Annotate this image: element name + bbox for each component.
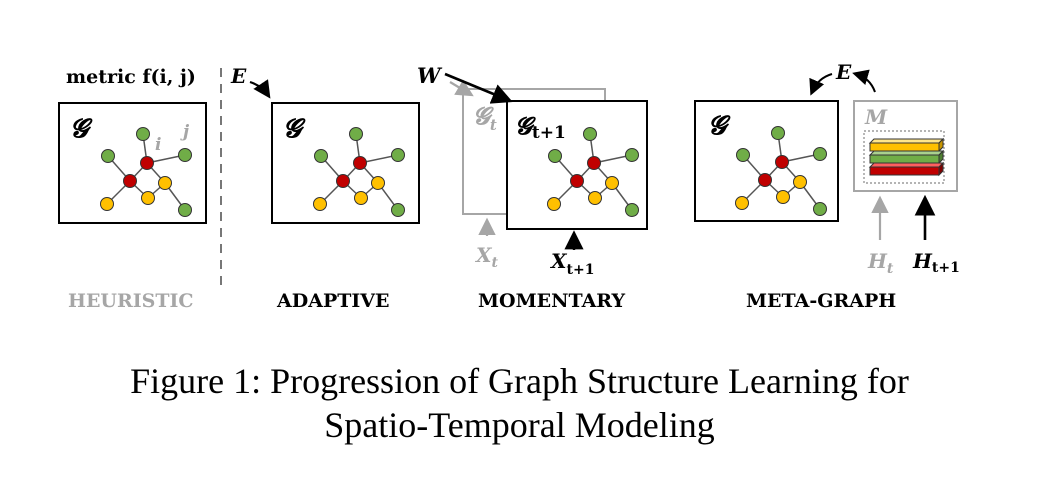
- node: [178, 203, 192, 217]
- input-next-x: X: [549, 249, 568, 273]
- node: [775, 155, 789, 169]
- weight-arrow-gray: [449, 79, 474, 97]
- adaptive-label: ADAPTIVE: [276, 290, 390, 312]
- input-next-sub: t+1: [567, 262, 595, 278]
- node: [736, 148, 750, 162]
- meta-edge-arrow-left: [809, 73, 833, 96]
- adaptive-graph-symbol: 𝓖: [283, 114, 306, 144]
- momentary-prev-graph-g: 𝓖: [473, 101, 494, 130]
- node: [391, 148, 405, 162]
- hidden-prev-h: H: [867, 249, 888, 273]
- caption-line-2: Spatio-Temporal Modeling: [324, 405, 714, 445]
- momentary-next-graph-box: [506, 100, 648, 230]
- momentary-weight-label: W: [417, 63, 443, 88]
- meta-hidden-prev: Ht: [867, 249, 894, 277]
- node: [776, 190, 790, 204]
- node: [101, 149, 115, 163]
- memory-bars: [868, 137, 945, 177]
- heuristic-graph-box: [58, 102, 207, 224]
- node: [583, 127, 597, 141]
- node: [336, 174, 350, 188]
- node: [141, 191, 155, 205]
- node: [758, 173, 772, 187]
- node: [605, 176, 619, 190]
- node: [625, 203, 639, 217]
- hidden-next-sub: t+1: [932, 260, 960, 276]
- weight-arrow-black: [444, 72, 513, 104]
- memory-label: M: [864, 105, 888, 129]
- node: [548, 149, 562, 163]
- momentary-prev-graph-sub: t: [490, 116, 497, 134]
- node: [570, 174, 584, 188]
- momentary-prev-graph-symbol: 𝓖t: [473, 101, 497, 134]
- momentary-input-prev: Xt: [474, 243, 499, 271]
- heuristic-graph-symbol: 𝓖: [70, 114, 93, 144]
- node: [140, 156, 154, 170]
- momentary-label: MOMENTARY: [478, 290, 626, 312]
- adaptive-panel: E 𝓖 ADAPTIVE: [230, 64, 420, 312]
- node: [314, 149, 328, 163]
- node: [771, 126, 785, 140]
- node-i-label: i: [155, 135, 161, 155]
- node: [136, 127, 150, 141]
- node: [313, 197, 327, 211]
- node: [587, 156, 601, 170]
- node: [123, 174, 137, 188]
- momentary-panel: 𝓖t 𝓖t+1: [417, 63, 648, 312]
- meta-edge-arrow-right: [852, 69, 876, 93]
- meta-edge-param: E: [835, 60, 852, 84]
- meta-graph-panel: 𝓖 E: [694, 60, 960, 312]
- caption-line-1: Figure 1: Progression of Graph Structure…: [130, 361, 909, 401]
- node: [793, 175, 807, 189]
- node: [178, 148, 192, 162]
- meta-hidden-next: Ht+1: [912, 249, 960, 276]
- momentary-input-next: Xt+1: [549, 249, 594, 278]
- adaptive-arrow: [249, 79, 271, 99]
- input-prev-x: X: [474, 243, 493, 267]
- node: [353, 156, 367, 170]
- metric-label: metric f(i, j): [66, 66, 196, 88]
- node: [813, 202, 827, 216]
- adaptive-graph: [313, 127, 405, 217]
- hidden-next-h: H: [912, 249, 933, 273]
- node: [735, 196, 749, 210]
- meta-graph-graph: [735, 126, 827, 216]
- momentary-next-graph-symbol: 𝓖t+1: [515, 111, 566, 143]
- adaptive-graph-box: [271, 102, 420, 224]
- meta-graph-symbol: 𝓖: [708, 111, 731, 141]
- node: [100, 197, 114, 211]
- heuristic-graph: [100, 127, 192, 217]
- node-j-label: j: [180, 122, 190, 142]
- heuristic-label: HEURISTIC: [68, 290, 194, 312]
- node: [354, 191, 368, 205]
- heuristic-panel: metric f(i, j) 𝓖 i j: [58, 66, 207, 312]
- hidden-prev-sub: t: [887, 261, 894, 277]
- memory-dotted-frame: [863, 130, 945, 184]
- meta-graph-label: META-GRAPH: [746, 290, 896, 312]
- node: [547, 197, 561, 211]
- node: [625, 148, 639, 162]
- input-prev-sub: t: [492, 255, 499, 271]
- node: [813, 147, 827, 161]
- adaptive-edge-param: E: [230, 64, 247, 88]
- node: [371, 176, 385, 190]
- node: [588, 191, 602, 205]
- momentary-next-graph-g: 𝓖: [515, 111, 536, 140]
- node: [158, 176, 172, 190]
- momentary-next-graph-sub: t+1: [532, 123, 566, 143]
- node: [391, 203, 405, 217]
- node: [349, 127, 363, 141]
- momentary-graph: [547, 127, 639, 217]
